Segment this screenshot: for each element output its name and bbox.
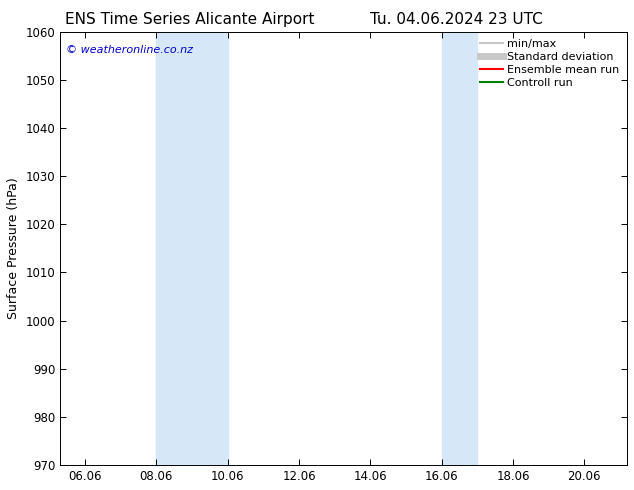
- Bar: [442, 31, 477, 465]
- Text: Tu. 04.06.2024 23 UTC: Tu. 04.06.2024 23 UTC: [370, 12, 543, 27]
- Legend: min/max, Standard deviation, Ensemble mean run, Controll run: min/max, Standard deviation, Ensemble me…: [478, 37, 621, 90]
- Y-axis label: Surface Pressure (hPa): Surface Pressure (hPa): [7, 177, 20, 319]
- Bar: [157, 31, 228, 465]
- Text: © weatheronline.co.nz: © weatheronline.co.nz: [66, 45, 193, 54]
- Text: ENS Time Series Alicante Airport: ENS Time Series Alicante Airport: [65, 12, 315, 27]
